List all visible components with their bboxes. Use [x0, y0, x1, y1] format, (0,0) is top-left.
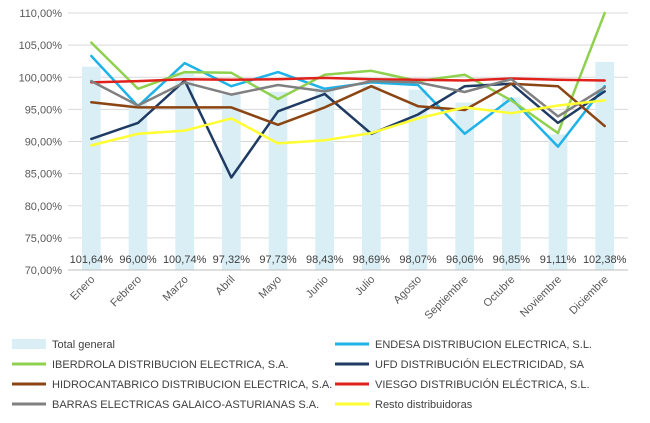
bars-group	[82, 61, 614, 271]
x-tick-label: Agosto	[391, 274, 424, 307]
bar-data-label: 100,74%	[163, 254, 207, 266]
x-tick-label: Marzo	[161, 274, 191, 304]
bar-data-label: 96,85%	[493, 254, 531, 266]
y-tick-label: 70,00%	[25, 265, 63, 277]
legend-label: VIESGO DISTRIBUCIÓN ELÉCTRICA, S.L.	[375, 378, 590, 391]
bar-data-label: 102,38%	[583, 254, 627, 266]
legend-label: Resto distribuidoras	[375, 399, 473, 411]
x-tick-label: Abril	[213, 274, 237, 298]
bar-total-general	[455, 102, 474, 270]
y-tick-label: 110,00%	[19, 8, 62, 20]
legend-item: VIESGO DISTRIBUCIÓN ELÉCTRICA, S.L.	[335, 378, 590, 391]
x-tick-label: Diciembre	[567, 274, 610, 317]
bar-data-label: 98,43%	[306, 254, 344, 266]
bar-data-label: 96,00%	[119, 254, 157, 266]
legend-label: BARRAS ELECTRICAS GALAICO-ASTURIANAS S.A…	[52, 399, 319, 411]
bar-total-general	[128, 102, 148, 270]
bar-labels-group: 101,64% 96,00% 100,74% 97,32% 97,73% 98,43% 98…	[70, 254, 627, 266]
y-tick-label: 100,00%	[19, 72, 63, 84]
legend-label: IBERDROLA DISTRIBUCION ELECTRICA, S.A.	[52, 359, 289, 371]
bar-data-label: 97,73%	[259, 254, 297, 266]
bar-total-general	[175, 72, 194, 270]
series-line	[90, 77, 606, 118]
y-tick-label: 105,00%	[19, 40, 63, 52]
x-axis: Enero Febrero Marzo Abril Mayo Junio Julio Agos…	[68, 269, 628, 322]
x-tick-label: Febrero	[108, 274, 144, 310]
legend-item: Total general	[12, 339, 115, 351]
lines-group	[90, 11, 606, 179]
y-tick-label: 75,00%	[25, 233, 63, 245]
legend-item: BARRAS ELECTRICAS GALAICO-ASTURIANAS S.A…	[12, 399, 319, 411]
legend-label: Total general	[52, 339, 115, 351]
x-tick-label: Junio	[304, 274, 331, 301]
grid-lines	[68, 12, 628, 271]
bar-total-general	[222, 94, 241, 271]
legend-item: HIDROCANTABRICO DISTRIBUCION ELECTRICA, …	[12, 379, 332, 391]
x-tick-label: Enero	[68, 274, 97, 303]
bar-total-general	[268, 91, 288, 270]
x-tick-label: Julio	[353, 274, 377, 298]
legend-label: HIDROCANTABRICO DISTRIBUCION ELECTRICA, …	[52, 379, 332, 391]
bar-total-general	[595, 61, 614, 271]
bar-data-label: 91,11%	[540, 254, 577, 266]
legend-label: ENDESA DISTRIBUCION ELECTRICA, S.L.	[375, 339, 592, 351]
legend-swatch	[12, 339, 46, 349]
legend-item: ENDESA DISTRIBUCION ELECTRICA, S.L.	[335, 339, 592, 351]
x-tick-label: Noviembre	[518, 274, 564, 320]
bar-data-label: 97,32%	[213, 254, 251, 266]
y-tick-label: 80,00%	[25, 201, 63, 213]
bar-total-general	[82, 66, 101, 270]
series-line	[90, 79, 606, 179]
series-line	[90, 99, 606, 147]
legend: Total general ENDESA DISTRIBUCION ELECTRI…	[12, 339, 592, 411]
series-line	[90, 54, 606, 148]
y-tick-label: 90,00%	[25, 137, 63, 149]
series-line	[90, 76, 606, 84]
legend-label: UFD DISTRIBUCIÓN ELECTRICIDAD, SA	[375, 358, 585, 371]
bar-data-label: 96,06%	[446, 254, 484, 266]
bar-total-general	[548, 134, 568, 270]
legend-item: IBERDROLA DISTRIBUCION ELECTRICA, S.A.	[12, 359, 289, 371]
bar-total-general	[315, 87, 334, 270]
bar-total-general	[502, 97, 521, 271]
y-axis: 70,00% 75,00% 80,00% 85,00% 90,00% 95,00% 100,…	[19, 8, 63, 277]
y-tick-label: 95,00%	[25, 104, 63, 116]
x-tick-label: Mayo	[257, 274, 285, 302]
legend-item: UFD DISTRIBUCIÓN ELECTRICIDAD, SA	[335, 358, 585, 371]
bar-total-general	[408, 89, 428, 270]
bar-total-general	[362, 85, 381, 270]
series-line	[90, 11, 606, 135]
x-tick-label: Septiembre	[423, 274, 471, 322]
bar-data-label: 101,64%	[70, 254, 114, 266]
x-tick-label: Octubre	[481, 274, 517, 310]
bar-data-label: 98,07%	[399, 254, 437, 266]
bar-data-label: 98,69%	[353, 254, 391, 266]
legend-item: Resto distribuidoras	[335, 399, 473, 411]
y-tick-label: 85,00%	[25, 169, 63, 181]
